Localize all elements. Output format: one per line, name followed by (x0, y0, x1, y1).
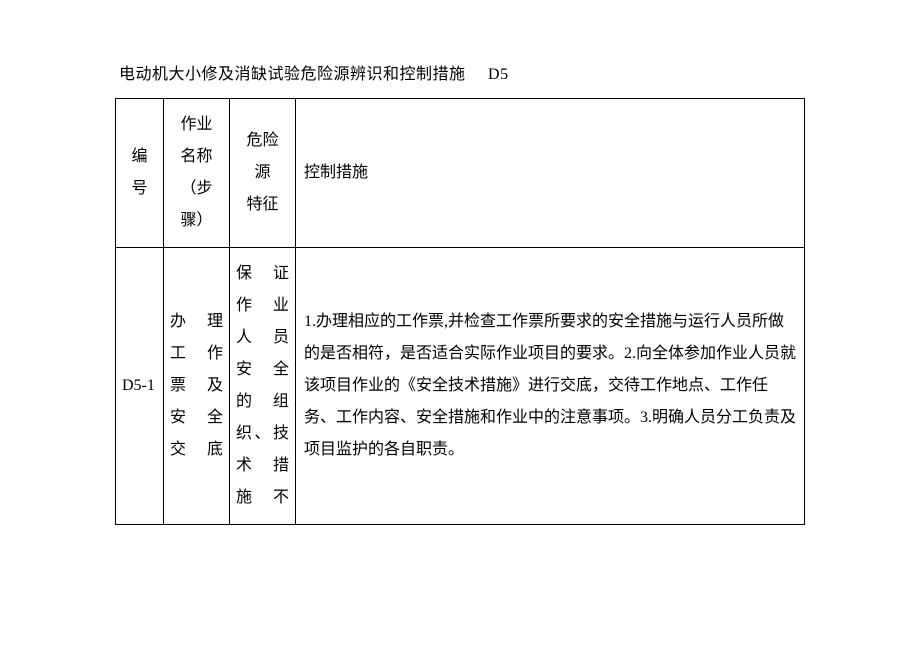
header-id: 编 号 (116, 99, 164, 248)
cell-ctrl: 1.办理相应的工作票,并检查工作票所要求的安全措施与运行人员所做的是否相符，是否… (296, 248, 805, 525)
cell-id: D5-1 (116, 248, 164, 525)
hdr-risk-3: 特征 (246, 189, 278, 221)
hazard-table: 编 号 作业 名称 （步 骤） 危险 源 特征 (115, 98, 805, 525)
header-step: 作业 名称 （步 骤） (164, 99, 230, 248)
document-title: 电动机大小修及消缺试验危险源辨识和控制措施 D5 (119, 60, 805, 84)
hdr-risk-1: 危险 (246, 125, 278, 157)
hdr-step-4: 骤） (180, 205, 212, 237)
header-risk: 危险 源 特征 (230, 99, 296, 248)
hdr-id-2: 号 (131, 173, 147, 205)
hdr-id-1: 编 (131, 141, 147, 173)
cell-step: 办 理 工 作 票 及 安 全 交底 (164, 248, 230, 525)
title-code: D5 (488, 66, 509, 84)
hdr-risk-2: 源 (254, 157, 270, 189)
hdr-step-2: 名称 (180, 141, 212, 173)
page: 电动机大小修及消缺试验危险源辨识和控制措施 D5 编 号 作业 (0, 0, 920, 525)
hdr-step-3: （步 (180, 173, 212, 205)
table-header-row: 编 号 作业 名称 （步 骤） 危险 源 特征 (116, 99, 805, 248)
title-text: 电动机大小修及消缺试验危险源辨识和控制措施 (119, 66, 466, 83)
hdr-step-1: 作业 (180, 109, 212, 141)
table-row: D5-1 办 理 工 作 票 及 安 全 交底 保 证 作 业 人 员 安 全 … (116, 248, 805, 525)
cell-risk: 保 证 作 业 人 员 安 全 的 组 织、技 术 措 施 不 (230, 248, 296, 525)
header-ctrl: 控制措施 (296, 99, 805, 248)
